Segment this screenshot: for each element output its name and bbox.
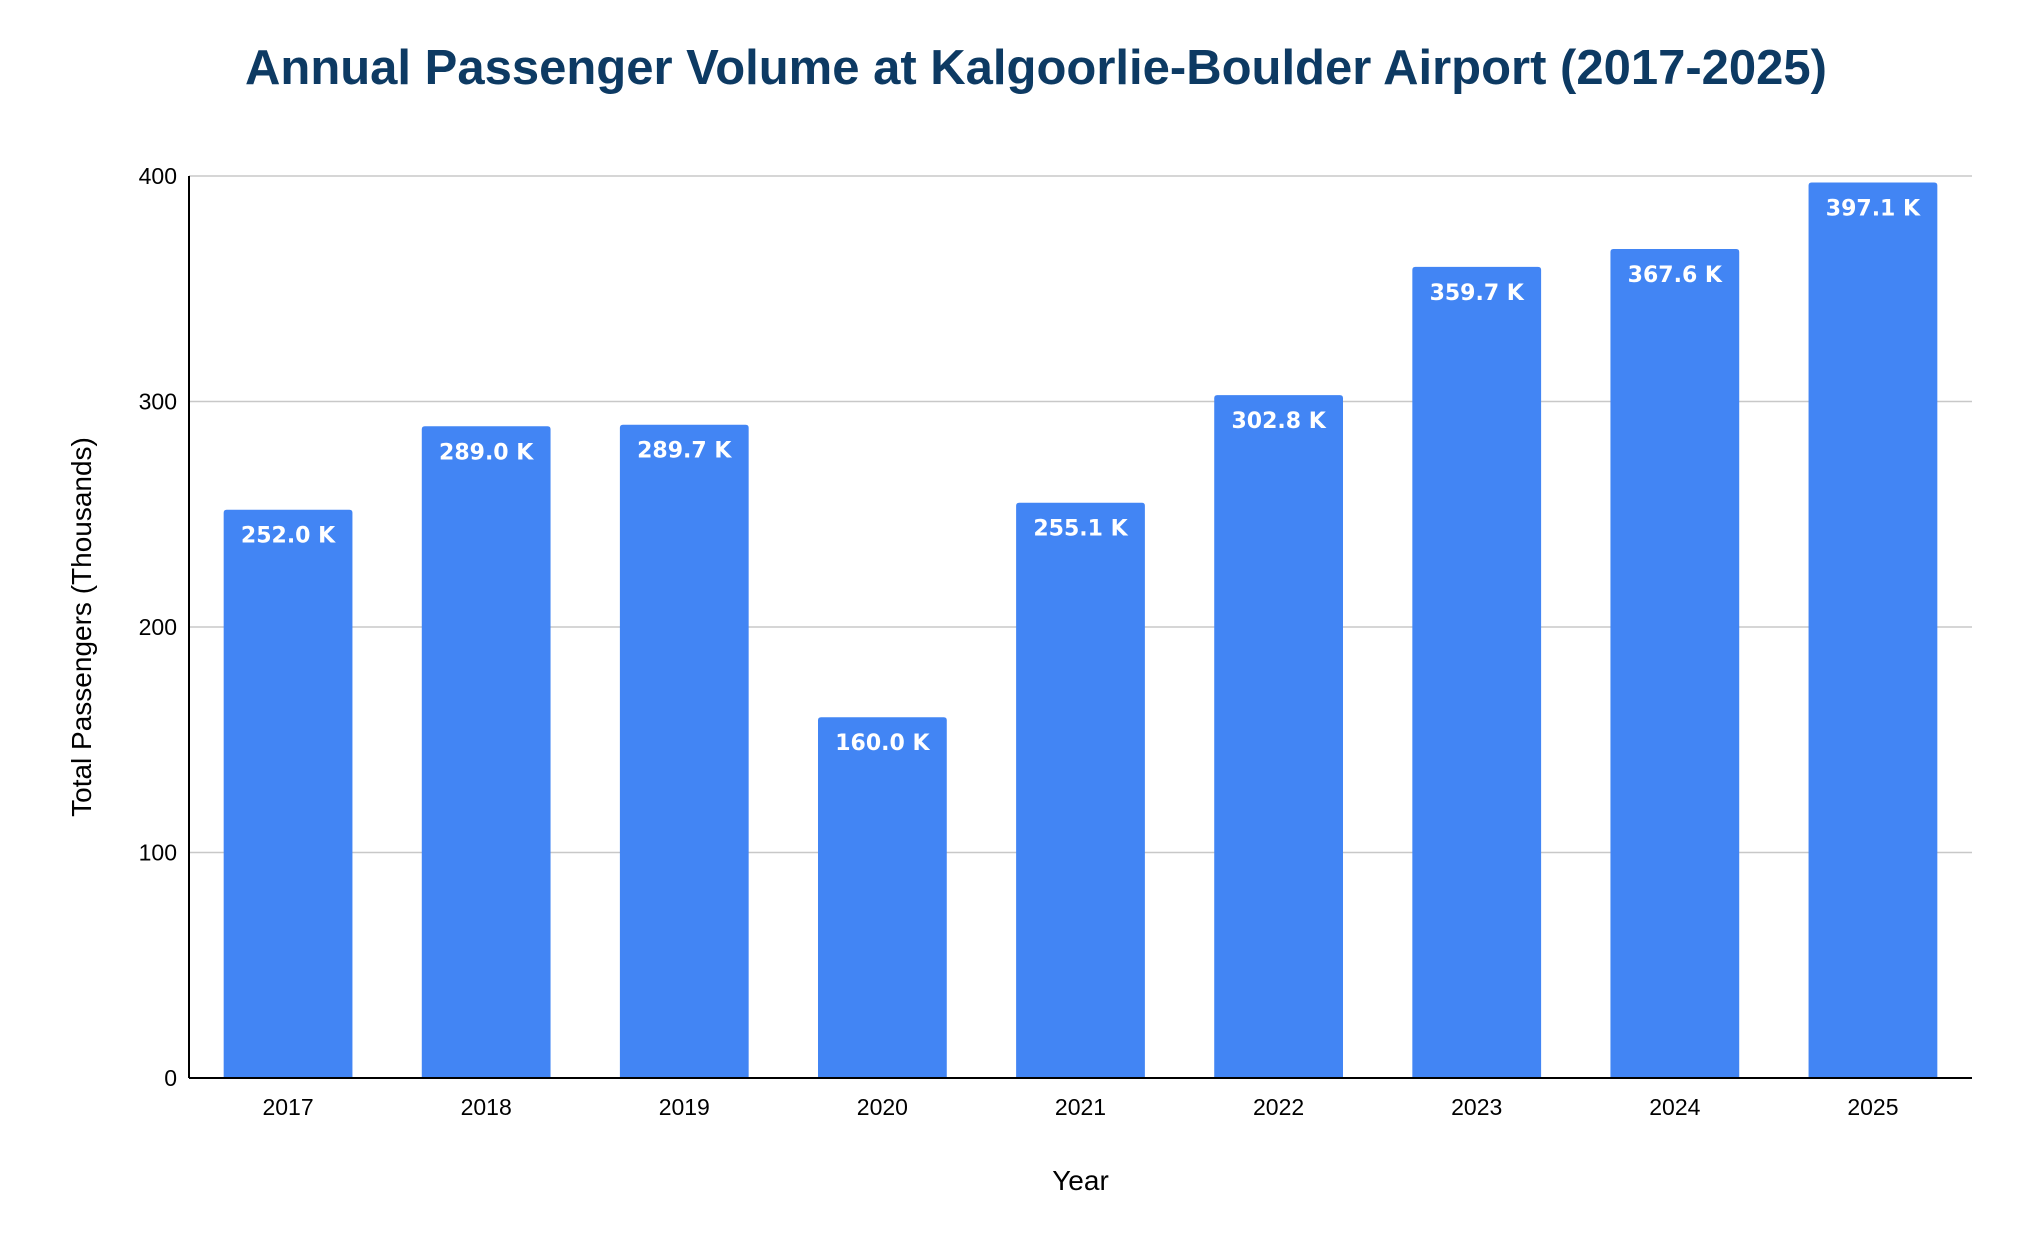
x-tick-label: 2025 bbox=[1847, 1094, 1898, 1120]
y-tick-label: 300 bbox=[139, 389, 177, 415]
y-axis-title: Total Passengers (Thousands) bbox=[66, 437, 97, 817]
x-tick-label: 2020 bbox=[857, 1094, 908, 1120]
bar-2019 bbox=[619, 424, 749, 1078]
bar-2024 bbox=[1610, 249, 1740, 1078]
bar-2018 bbox=[421, 426, 551, 1078]
y-tick-labels: 0 100 200 300 400 bbox=[139, 163, 177, 1091]
bar-2023 bbox=[1412, 266, 1542, 1079]
data-label-2025: 397.1 K bbox=[1826, 197, 1921, 222]
data-label-2018: 289.0 K bbox=[439, 440, 534, 465]
data-label-2019: 289.7 K bbox=[637, 439, 732, 464]
y-tick-label: 0 bbox=[164, 1065, 177, 1091]
y-tick-label: 400 bbox=[139, 163, 177, 189]
x-tick-label: 2017 bbox=[262, 1094, 313, 1120]
data-label-2022: 302.8 K bbox=[1231, 409, 1326, 434]
x-tick-label: 2019 bbox=[659, 1094, 710, 1120]
bar-2017 bbox=[223, 509, 353, 1078]
bars bbox=[223, 182, 1938, 1079]
bar-2025 bbox=[1808, 182, 1938, 1079]
x-tick-label: 2021 bbox=[1055, 1094, 1106, 1120]
data-label-2024: 367.6 K bbox=[1628, 263, 1723, 288]
y-tick-label: 100 bbox=[139, 840, 177, 866]
data-label-2020: 160.0 K bbox=[835, 731, 930, 756]
data-label-2017: 252.0 K bbox=[241, 524, 336, 549]
data-labels: 252.0 K 289.0 K 289.7 K 160.0 K 255.1 K 302.8… bbox=[241, 197, 1921, 757]
bar-2021 bbox=[1016, 502, 1145, 1078]
axes bbox=[188, 176, 1972, 1079]
y-tick-label: 200 bbox=[139, 614, 177, 640]
chart-title: Annual Passenger Volume at Kalgoorlie-Bo… bbox=[245, 41, 1827, 95]
bar-2022 bbox=[1214, 395, 1343, 1078]
x-tick-labels: 2017 2018 2019 2020 2021 2022 2023 2024 2025 bbox=[262, 1094, 1898, 1120]
data-label-2023: 359.7 K bbox=[1430, 281, 1525, 306]
data-label-2021: 255.1 K bbox=[1033, 517, 1128, 542]
x-tick-label: 2024 bbox=[1649, 1094, 1700, 1120]
x-axis-title: Year bbox=[1052, 1165, 1109, 1196]
x-tick-label: 2023 bbox=[1451, 1094, 1502, 1120]
bar-2020 bbox=[818, 717, 947, 1078]
x-tick-label: 2022 bbox=[1253, 1094, 1304, 1120]
x-tick-label: 2018 bbox=[461, 1094, 512, 1120]
